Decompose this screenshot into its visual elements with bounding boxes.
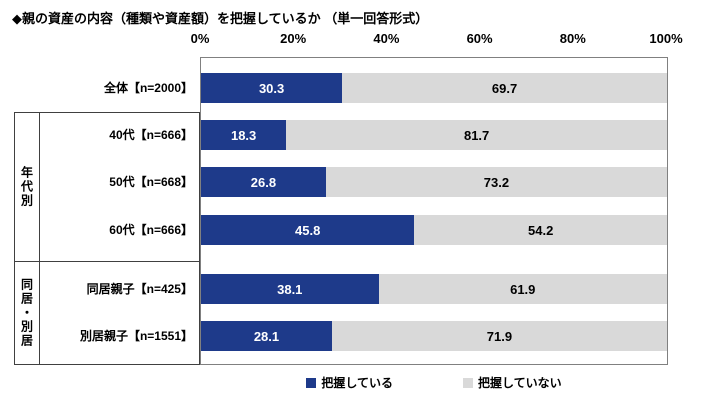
x-axis-tick-label: 0% [190,31,210,46]
bar-segment-aware: 45.8 [201,215,415,245]
bar-segment-aware: 26.8 [201,167,326,197]
group-label: 年代別 [19,166,34,208]
bar-segment-unaware: 81.7 [286,120,667,150]
bar-segment-aware: 30.3 [201,73,343,103]
bar-segment-unaware: 69.7 [342,73,667,103]
bar-segment-unaware: 61.9 [378,274,667,304]
bar-segment-unaware: 54.2 [414,215,667,245]
x-axis-tick-label: 40% [373,31,400,46]
category-label: 40代【n=666】 [109,128,193,142]
bar-segment-aware: 38.1 [201,274,379,304]
group-label: 同居・別居 [19,278,34,348]
bar-row: 38.1 61.9 [201,274,667,304]
bar-segment-unaware: 71.9 [331,321,667,351]
legend-label: 把握していない [477,376,562,390]
legend-item: 把握している [306,374,393,391]
bar-segment-unaware: 73.2 [325,167,667,197]
x-axis-tick-label: 80% [559,31,586,46]
bar-row: 28.1 71.9 [201,321,667,351]
legend-swatch [462,377,473,388]
legend-item: 把握していない [462,374,562,391]
category-label: 同居親子【n=425】 [86,282,193,296]
category-label: 50代【n=668】 [109,175,193,189]
group-box: 年代別 [14,112,200,262]
bar-row: 26.8 73.2 [201,167,667,197]
category-label: 全体【n=2000】 [103,81,193,95]
bar-segment-aware: 18.3 [201,120,287,150]
legend-swatch [306,377,317,388]
category-label: 別居親子【n=1551】 [79,329,193,343]
group-box: 同居・別居 [14,261,200,365]
bar-segment-aware: 28.1 [201,321,332,351]
bar-row: 45.8 54.2 [201,215,667,245]
chart-title: ◆親の資産の内容（種類や資産額）を把握しているか （単一回答形式） [12,11,429,26]
group-label-strip: 同居・別居 [15,262,40,364]
x-axis-tick-label: 100% [649,31,683,46]
x-axis-tick-label: 20% [280,31,307,46]
category-label: 60代【n=666】 [109,223,193,237]
plot-area: 30.3 69.7 18.3 81.7 26.8 73.2 45.8 54.2 38.1 61.9… [200,57,668,365]
group-label-strip: 年代別 [15,113,40,261]
bar-row: 30.3 69.7 [201,73,667,103]
x-axis-tick-label: 60% [466,31,493,46]
legend-label: 把握している [321,376,393,390]
legend: 把握している 把握していない [200,374,668,391]
bar-row: 18.3 81.7 [201,120,667,150]
